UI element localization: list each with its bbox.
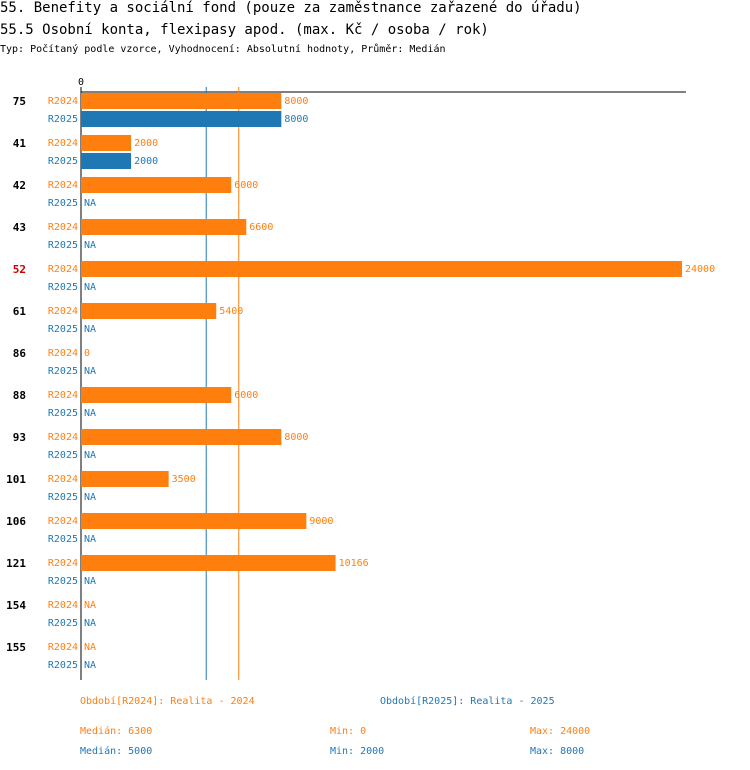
series-label: R2024 — [48, 138, 78, 149]
data-label: 10166 — [339, 558, 369, 569]
series-label: R2024 — [48, 180, 78, 191]
series-label: R2025 — [48, 576, 78, 587]
legend-r2025: Období[R2025]: Realita - 2025 — [380, 696, 555, 707]
bar-r2024 — [81, 135, 132, 151]
group-label: 52 — [13, 263, 26, 276]
group-label: 155 — [6, 641, 26, 654]
group-label: 43 — [13, 221, 26, 234]
series-label: R2024 — [48, 390, 78, 401]
na-label: NA — [84, 576, 96, 587]
na-label: NA — [84, 198, 96, 209]
series-label: R2025 — [48, 492, 78, 503]
series-label: R2025 — [48, 114, 78, 125]
data-label: 8000 — [284, 432, 308, 443]
r2025-max: Max: 8000 — [530, 746, 585, 757]
group-label: 86 — [13, 347, 27, 360]
series-label: R2024 — [48, 306, 78, 317]
r2024-min: Min: 0 — [330, 726, 367, 737]
bar-r2024 — [81, 177, 232, 193]
series-label: R2024 — [48, 516, 78, 527]
group-label: 101 — [6, 473, 26, 486]
series-label: R2025 — [48, 618, 78, 629]
series-label: R2024 — [48, 96, 78, 107]
series-label: R2025 — [48, 282, 78, 293]
na-label: NA — [84, 600, 96, 611]
group-label: 93 — [13, 431, 26, 444]
series-label: R2024 — [48, 348, 78, 359]
bar-r2024 — [81, 429, 282, 445]
series-label: R2024 — [48, 222, 78, 233]
x-axis-zero-label: 0 — [78, 77, 84, 88]
bar-r2024 — [81, 93, 282, 109]
data-label: 6000 — [234, 180, 258, 191]
data-label: 0 — [84, 348, 90, 359]
chart-title: 55. Benefity a sociální fond (pouze za z… — [0, 0, 582, 16]
series-label: R2025 — [48, 660, 78, 671]
data-label: 9000 — [309, 516, 333, 527]
na-label: NA — [84, 618, 96, 629]
data-label: 8000 — [284, 114, 308, 125]
group-label: 61 — [13, 305, 27, 318]
bar-r2024 — [81, 387, 232, 403]
series-label: R2025 — [48, 324, 78, 335]
series-label: R2025 — [48, 240, 78, 251]
bar-chart: 0 75 R2024 8000 R2025 8000 41 R2024 2000 R2025 200… — [6, 77, 715, 680]
series-label: R2025 — [48, 534, 78, 545]
bar-r2024 — [81, 303, 217, 319]
series-label: R2024 — [48, 600, 78, 611]
na-label: NA — [84, 324, 96, 335]
r2025-min: Min: 2000 — [330, 746, 385, 757]
data-label: 24000 — [685, 264, 715, 275]
bar-r2024 — [81, 555, 336, 571]
legend-r2024: Období[R2024]: Realita - 2024 — [80, 696, 255, 707]
data-label: 3500 — [172, 474, 196, 485]
series-label: R2025 — [48, 408, 78, 419]
group-label: 75 — [13, 95, 26, 108]
series-label: R2024 — [48, 558, 78, 569]
r2024-median: Medián: 6300 — [80, 726, 153, 737]
series-label: R2025 — [48, 198, 78, 209]
bar-r2024 — [81, 219, 247, 235]
series-label: R2025 — [48, 156, 78, 167]
na-label: NA — [84, 366, 96, 377]
bar-r2025 — [81, 111, 282, 127]
chart-subtitle: 55.5 Osobní konta, flexipasy apod. (max.… — [0, 22, 489, 38]
series-label: R2024 — [48, 642, 78, 653]
data-label: 6600 — [249, 222, 273, 233]
data-label: 2000 — [134, 138, 158, 149]
bar-r2024 — [81, 471, 169, 487]
group-label: 41 — [13, 137, 27, 150]
data-label: 5400 — [219, 306, 243, 317]
r2024-max: Max: 24000 — [530, 726, 591, 737]
chart-type-info: Typ: Počítaný podle vzorce, Vyhodnocení:… — [0, 44, 446, 55]
data-label: 8000 — [284, 96, 308, 107]
na-label: NA — [84, 450, 96, 461]
group-label: 42 — [13, 179, 26, 192]
na-label: NA — [84, 660, 96, 671]
series-label: R2025 — [48, 450, 78, 461]
data-label: 2000 — [134, 156, 158, 167]
group-label: 88 — [13, 389, 26, 402]
r2025-median: Medián: 5000 — [80, 746, 153, 757]
na-label: NA — [84, 408, 96, 419]
bar-r2025 — [81, 153, 132, 169]
group-label: 106 — [6, 515, 26, 528]
data-label: 6000 — [234, 390, 258, 401]
na-label: NA — [84, 240, 96, 251]
na-label: NA — [84, 534, 96, 545]
bar-r2024 — [81, 261, 682, 277]
series-label: R2024 — [48, 474, 78, 485]
na-label: NA — [84, 492, 96, 503]
bar-r2024 — [81, 513, 307, 529]
series-label: R2024 — [48, 264, 78, 275]
group-label: 154 — [6, 599, 26, 612]
group-label: 121 — [6, 557, 26, 570]
na-label: NA — [84, 282, 96, 293]
series-label: R2024 — [48, 432, 78, 443]
na-label: NA — [84, 642, 96, 653]
series-label: R2025 — [48, 366, 78, 377]
